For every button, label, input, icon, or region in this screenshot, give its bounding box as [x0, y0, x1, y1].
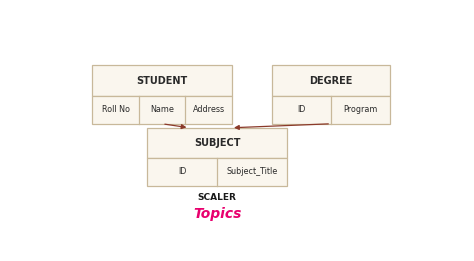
Text: Program: Program: [343, 105, 378, 114]
Text: Topics: Topics: [193, 207, 241, 221]
Text: ID: ID: [178, 168, 186, 176]
Text: DEGREE: DEGREE: [310, 75, 353, 86]
Text: STUDENT: STUDENT: [137, 75, 188, 86]
Bar: [147, 128, 287, 158]
Bar: [272, 66, 390, 96]
Text: SCALER: SCALER: [198, 193, 237, 201]
Bar: [92, 96, 232, 124]
Text: Name: Name: [150, 105, 174, 114]
Text: Subject_Title: Subject_Title: [227, 168, 278, 176]
Bar: [147, 158, 287, 186]
Bar: [92, 66, 232, 96]
Text: Roll No: Roll No: [101, 105, 129, 114]
Text: Address: Address: [192, 105, 225, 114]
Text: SUBJECT: SUBJECT: [194, 138, 240, 148]
Text: ID: ID: [298, 105, 306, 114]
Bar: [272, 96, 390, 124]
